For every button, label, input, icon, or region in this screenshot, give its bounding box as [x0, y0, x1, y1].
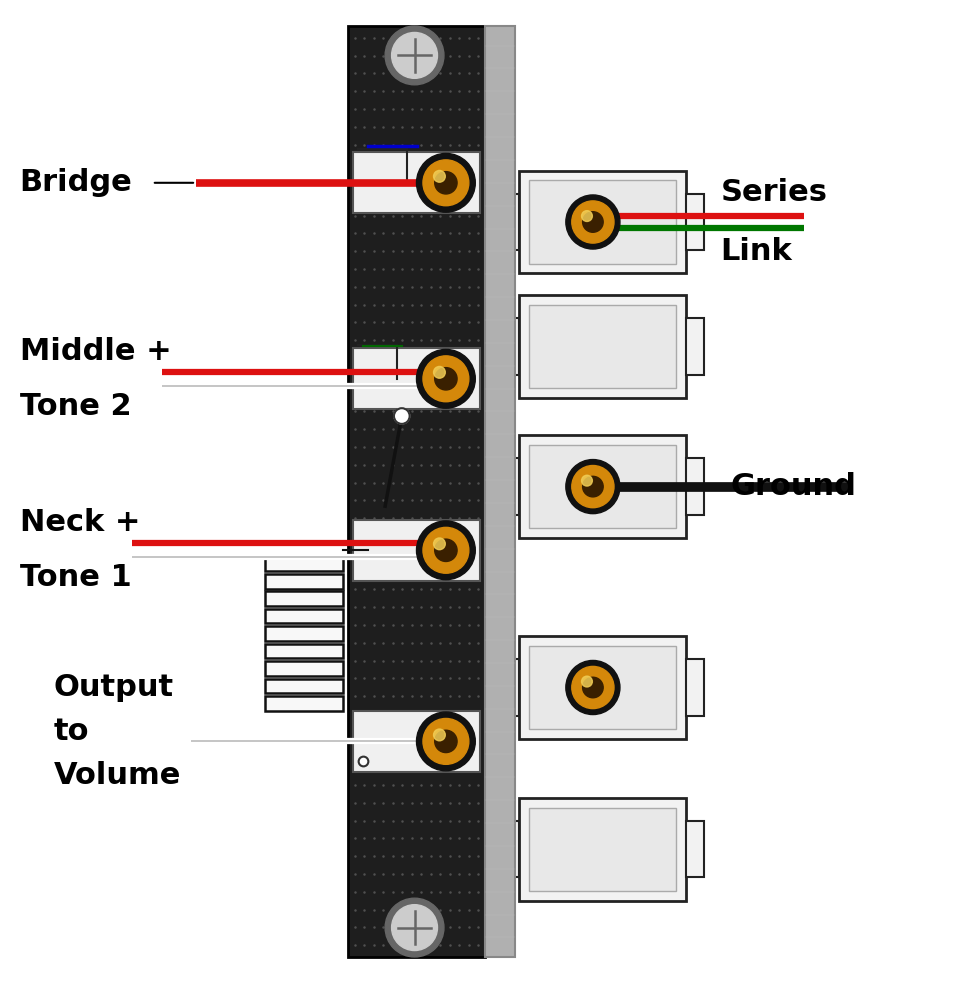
Circle shape	[416, 712, 475, 771]
Bar	[686, 318, 704, 375]
Circle shape	[392, 32, 437, 79]
Circle shape	[583, 477, 603, 496]
Circle shape	[394, 408, 410, 424]
Bar	[265, 556, 343, 571]
Circle shape	[416, 349, 475, 408]
Bar	[265, 696, 343, 711]
Circle shape	[435, 172, 457, 194]
Bar	[502, 194, 519, 251]
Bar	[265, 662, 343, 675]
Bar	[265, 608, 343, 623]
Bar	[529, 305, 676, 388]
Circle shape	[385, 26, 444, 85]
Bar	[502, 318, 519, 375]
Circle shape	[385, 898, 444, 957]
Circle shape	[392, 904, 437, 951]
Circle shape	[565, 661, 620, 715]
Circle shape	[433, 170, 445, 182]
Bar	[529, 646, 676, 729]
Bar	[348, 26, 485, 957]
Circle shape	[423, 160, 468, 205]
Bar	[353, 711, 480, 772]
Text: Ground: Ground	[730, 472, 856, 501]
Circle shape	[423, 719, 468, 765]
Bar	[265, 592, 343, 607]
Bar	[686, 660, 704, 716]
Bar	[353, 152, 480, 213]
Circle shape	[433, 538, 445, 549]
Bar	[265, 626, 343, 641]
Bar	[529, 180, 676, 263]
Bar	[485, 26, 514, 957]
Circle shape	[435, 539, 457, 561]
Circle shape	[565, 459, 620, 514]
Text: to: to	[54, 718, 89, 746]
Circle shape	[435, 368, 457, 390]
Bar	[529, 808, 676, 891]
Circle shape	[416, 521, 475, 580]
Bar	[502, 821, 519, 878]
Circle shape	[583, 211, 603, 232]
Bar	[686, 194, 704, 251]
Text: Output: Output	[54, 673, 174, 702]
Circle shape	[416, 153, 475, 212]
Bar	[502, 458, 519, 515]
Circle shape	[433, 367, 445, 378]
Circle shape	[433, 729, 445, 741]
Bar	[265, 644, 343, 659]
Circle shape	[571, 201, 614, 243]
Bar	[502, 660, 519, 716]
Circle shape	[571, 666, 614, 709]
Bar	[519, 798, 686, 900]
Text: Neck +: Neck +	[20, 508, 140, 538]
Circle shape	[581, 210, 592, 221]
Bar	[519, 295, 686, 398]
Circle shape	[423, 527, 468, 573]
Text: Tone 2: Tone 2	[20, 392, 131, 421]
Text: Bridge: Bridge	[20, 168, 132, 198]
Text: Series: Series	[720, 178, 827, 207]
Bar	[686, 821, 704, 878]
Bar	[265, 574, 343, 589]
Bar	[353, 520, 480, 581]
Bar	[519, 170, 686, 273]
Text: Middle +: Middle +	[20, 337, 172, 366]
Bar	[686, 458, 704, 515]
Text: Tone 1: Tone 1	[20, 563, 131, 592]
Circle shape	[581, 676, 592, 687]
Bar	[519, 636, 686, 739]
Bar	[529, 445, 676, 528]
Bar	[353, 348, 480, 409]
Text: Link: Link	[720, 237, 792, 265]
Circle shape	[581, 475, 592, 486]
Circle shape	[583, 677, 603, 698]
Bar	[519, 435, 686, 538]
Circle shape	[571, 466, 614, 507]
Circle shape	[565, 195, 620, 249]
Bar	[265, 678, 343, 693]
Text: Volume: Volume	[54, 761, 181, 790]
Circle shape	[423, 356, 468, 402]
Circle shape	[435, 730, 457, 753]
